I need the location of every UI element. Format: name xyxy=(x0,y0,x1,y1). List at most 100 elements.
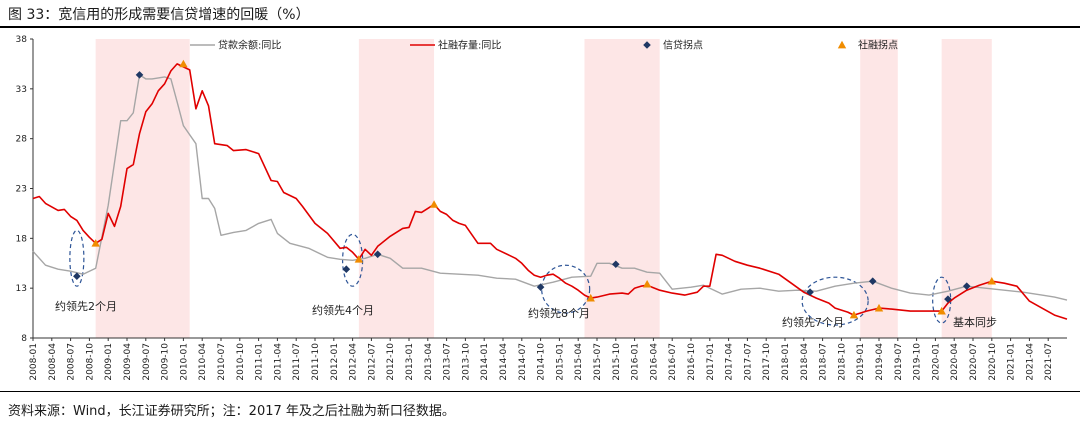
x-tick-label: 2014-01 xyxy=(480,343,490,381)
legend-swatch-social-point xyxy=(837,40,847,49)
social-turning-point xyxy=(642,279,652,288)
loan-turning-point xyxy=(612,260,620,269)
x-tick-label: 2018-07 xyxy=(819,343,829,381)
loan-turning-point xyxy=(373,250,382,259)
x-tick-label: 2012-04 xyxy=(349,343,359,381)
x-tick-label: 2019-07 xyxy=(894,343,904,381)
series-lines xyxy=(32,63,1068,320)
legend-swatch-loan-point xyxy=(643,41,651,49)
x-tick-label: 2019-10 xyxy=(913,343,923,381)
x-tick-label: 2020-07 xyxy=(969,343,979,381)
x-tick-label: 2013-04 xyxy=(424,343,434,381)
title-divider xyxy=(0,26,1080,28)
x-tick-label: 2019-04 xyxy=(875,343,885,381)
loan-turning-point xyxy=(342,265,351,274)
legend-label: 社融存量:同比 xyxy=(438,39,501,52)
social-turning-point xyxy=(586,293,595,302)
x-tick-label: 2009-07 xyxy=(142,343,152,381)
legend-label: 贷款余额:同比 xyxy=(218,39,281,52)
y-tick-label: 28 xyxy=(16,135,28,145)
x-tick-label: 2009-01 xyxy=(104,343,114,381)
y-tick-label: 38 xyxy=(16,35,28,45)
x-tick-label: 2012-10 xyxy=(386,343,396,381)
shaded-period-3 xyxy=(584,39,660,338)
x-tick-label: 2021-01 xyxy=(1007,343,1017,381)
x-tick-label: 2020-01 xyxy=(931,343,941,381)
shaded-period-2 xyxy=(358,39,435,338)
x-tick-label: 2008-07 xyxy=(67,343,77,381)
shaded-periods xyxy=(95,39,992,338)
x-tick-label: 2012-07 xyxy=(367,343,377,381)
x-tick-label: 2014-07 xyxy=(518,343,528,381)
x-tick-label: 2017-04 xyxy=(725,343,735,381)
x-tick-label: 2009-04 xyxy=(123,343,133,381)
loan-turning-point xyxy=(135,71,144,79)
lead-ellipse-4 xyxy=(801,276,869,326)
x-tick-label: 2009-10 xyxy=(161,343,171,381)
x-tick-label: 2017-01 xyxy=(706,343,716,381)
loan-turning-point xyxy=(868,277,877,285)
x-tick-label: 2011-07 xyxy=(292,343,302,381)
x-tick-label: 2008-10 xyxy=(85,343,95,381)
x-tick-label: 2008-01 xyxy=(29,343,39,381)
footer-divider xyxy=(0,391,1080,392)
x-tick-label: 2008-04 xyxy=(48,343,58,381)
x-tick-label: 2010-04 xyxy=(198,343,208,381)
social-turning-point xyxy=(987,276,996,285)
legend-label: 信贷拐点 xyxy=(663,39,703,52)
x-tick-label: 2018-01 xyxy=(781,343,791,381)
social-turning-point xyxy=(937,306,946,315)
turning-point-markers xyxy=(73,59,996,319)
x-tick-label: 2017-07 xyxy=(743,343,753,381)
x-tick-label: 2015-04 xyxy=(574,343,584,381)
x-tick-label: 2019-01 xyxy=(856,343,866,381)
x-tick-label: 2021-04 xyxy=(1025,343,1035,381)
x-tick-label: 2013-07 xyxy=(443,343,453,381)
x-tick-label: 2015-01 xyxy=(555,343,565,381)
chart-title: 图 33：宽信用的形成需要信贷增速的回暖（%） xyxy=(8,7,310,23)
social-financing-line xyxy=(32,63,1068,320)
lead-ellipse-3 xyxy=(541,264,591,314)
loan-turning-point xyxy=(962,282,971,290)
x-tick-label: 2012-01 xyxy=(330,343,340,381)
lead-ellipse-1 xyxy=(69,229,85,287)
social-turning-point xyxy=(179,59,188,68)
x-tick-label: 2014-10 xyxy=(537,343,547,381)
social-turning-point xyxy=(874,303,884,312)
x-tick-label: 2017-10 xyxy=(762,343,772,381)
x-tick-label: 2010-07 xyxy=(217,343,227,381)
x-tick-label: 2016-10 xyxy=(687,343,697,381)
x-tick-label: 2014-04 xyxy=(499,343,509,381)
x-tick-label: 2011-04 xyxy=(273,343,283,381)
x-tick-label: 2013-01 xyxy=(405,343,415,381)
x-tick-label: 2010-01 xyxy=(179,343,189,381)
x-tick-label: 2018-04 xyxy=(800,343,810,381)
annotation-label: 约领先2个月 xyxy=(55,300,117,313)
annotation-label: 约领先8个月 xyxy=(528,307,590,320)
annotation-label: 约领先7个月 xyxy=(782,316,844,329)
legend-label: 社融拐点 xyxy=(858,39,898,52)
x-tick-label: 2011-01 xyxy=(255,343,265,381)
x-tick-label: 2020-04 xyxy=(950,343,960,381)
loan-turning-point xyxy=(944,295,952,303)
loan-turning-point xyxy=(806,288,814,296)
legend: 贷款余额:同比 社融存量:同比 信贷拐点 社融拐点 xyxy=(190,39,898,52)
x-tick-label: 2021-07 xyxy=(1044,343,1054,381)
x-tick-label: 2010-10 xyxy=(236,343,246,381)
x-tick-label: 2016-04 xyxy=(649,343,659,381)
x-tick-label: 2018-10 xyxy=(837,343,847,381)
x-tick-label: 2013-10 xyxy=(461,343,471,381)
social-turning-point xyxy=(429,200,439,208)
x-tick-label: 2020-10 xyxy=(988,343,998,381)
source-note: 资料来源：Wind，长江证券研究所；注：2017 年及之后社融为新口径数据。 xyxy=(8,404,455,419)
annotation-label: 约领先4个月 xyxy=(312,304,374,317)
lead-ellipses xyxy=(69,229,952,326)
x-tick-label: 2015-10 xyxy=(612,343,622,381)
axes: 8 13 18 23 28 33 38 2008-01 2008-04 2008-07 2008-1… xyxy=(16,35,1067,381)
loan-turning-point xyxy=(73,272,81,281)
y-tick-label: 13 xyxy=(16,284,27,294)
loan-turning-point xyxy=(536,283,545,291)
y-tick-label: 18 xyxy=(16,234,28,244)
x-tick-label: 2016-07 xyxy=(668,343,678,381)
